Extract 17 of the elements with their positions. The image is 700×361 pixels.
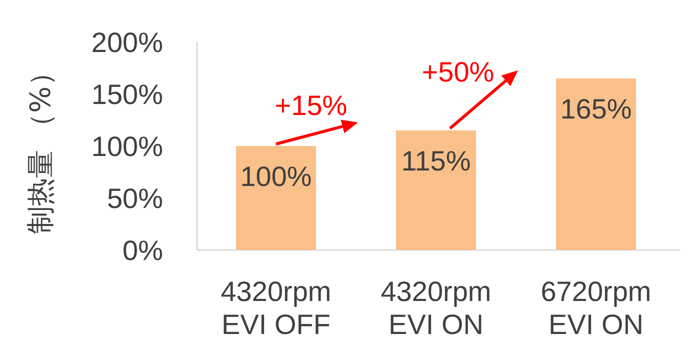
bar bbox=[556, 78, 636, 250]
annotation: +50% bbox=[422, 56, 494, 88]
y-tick-label: 200% bbox=[91, 27, 163, 58]
y-tick-label: 0% bbox=[122, 235, 163, 266]
data-label: 165% bbox=[560, 93, 632, 124]
data-label: 115% bbox=[401, 145, 471, 176]
x-tick-label: 4320rpm EVI ON bbox=[380, 275, 492, 341]
x-tick-label: 6720rpm EVI ON bbox=[540, 275, 652, 341]
y-tick-label: 100% bbox=[91, 131, 163, 162]
data-label: 100% bbox=[240, 161, 312, 192]
y-tick-label: 150% bbox=[91, 79, 163, 110]
x-tick-label: 4320rpm EVI OFF bbox=[220, 275, 332, 341]
y-axis-title: 制热量 （%） bbox=[24, 58, 57, 234]
annotation: +15% bbox=[274, 90, 348, 122]
bar bbox=[236, 146, 316, 250]
bar bbox=[396, 130, 476, 250]
y-tick-label: 50% bbox=[106, 183, 163, 214]
